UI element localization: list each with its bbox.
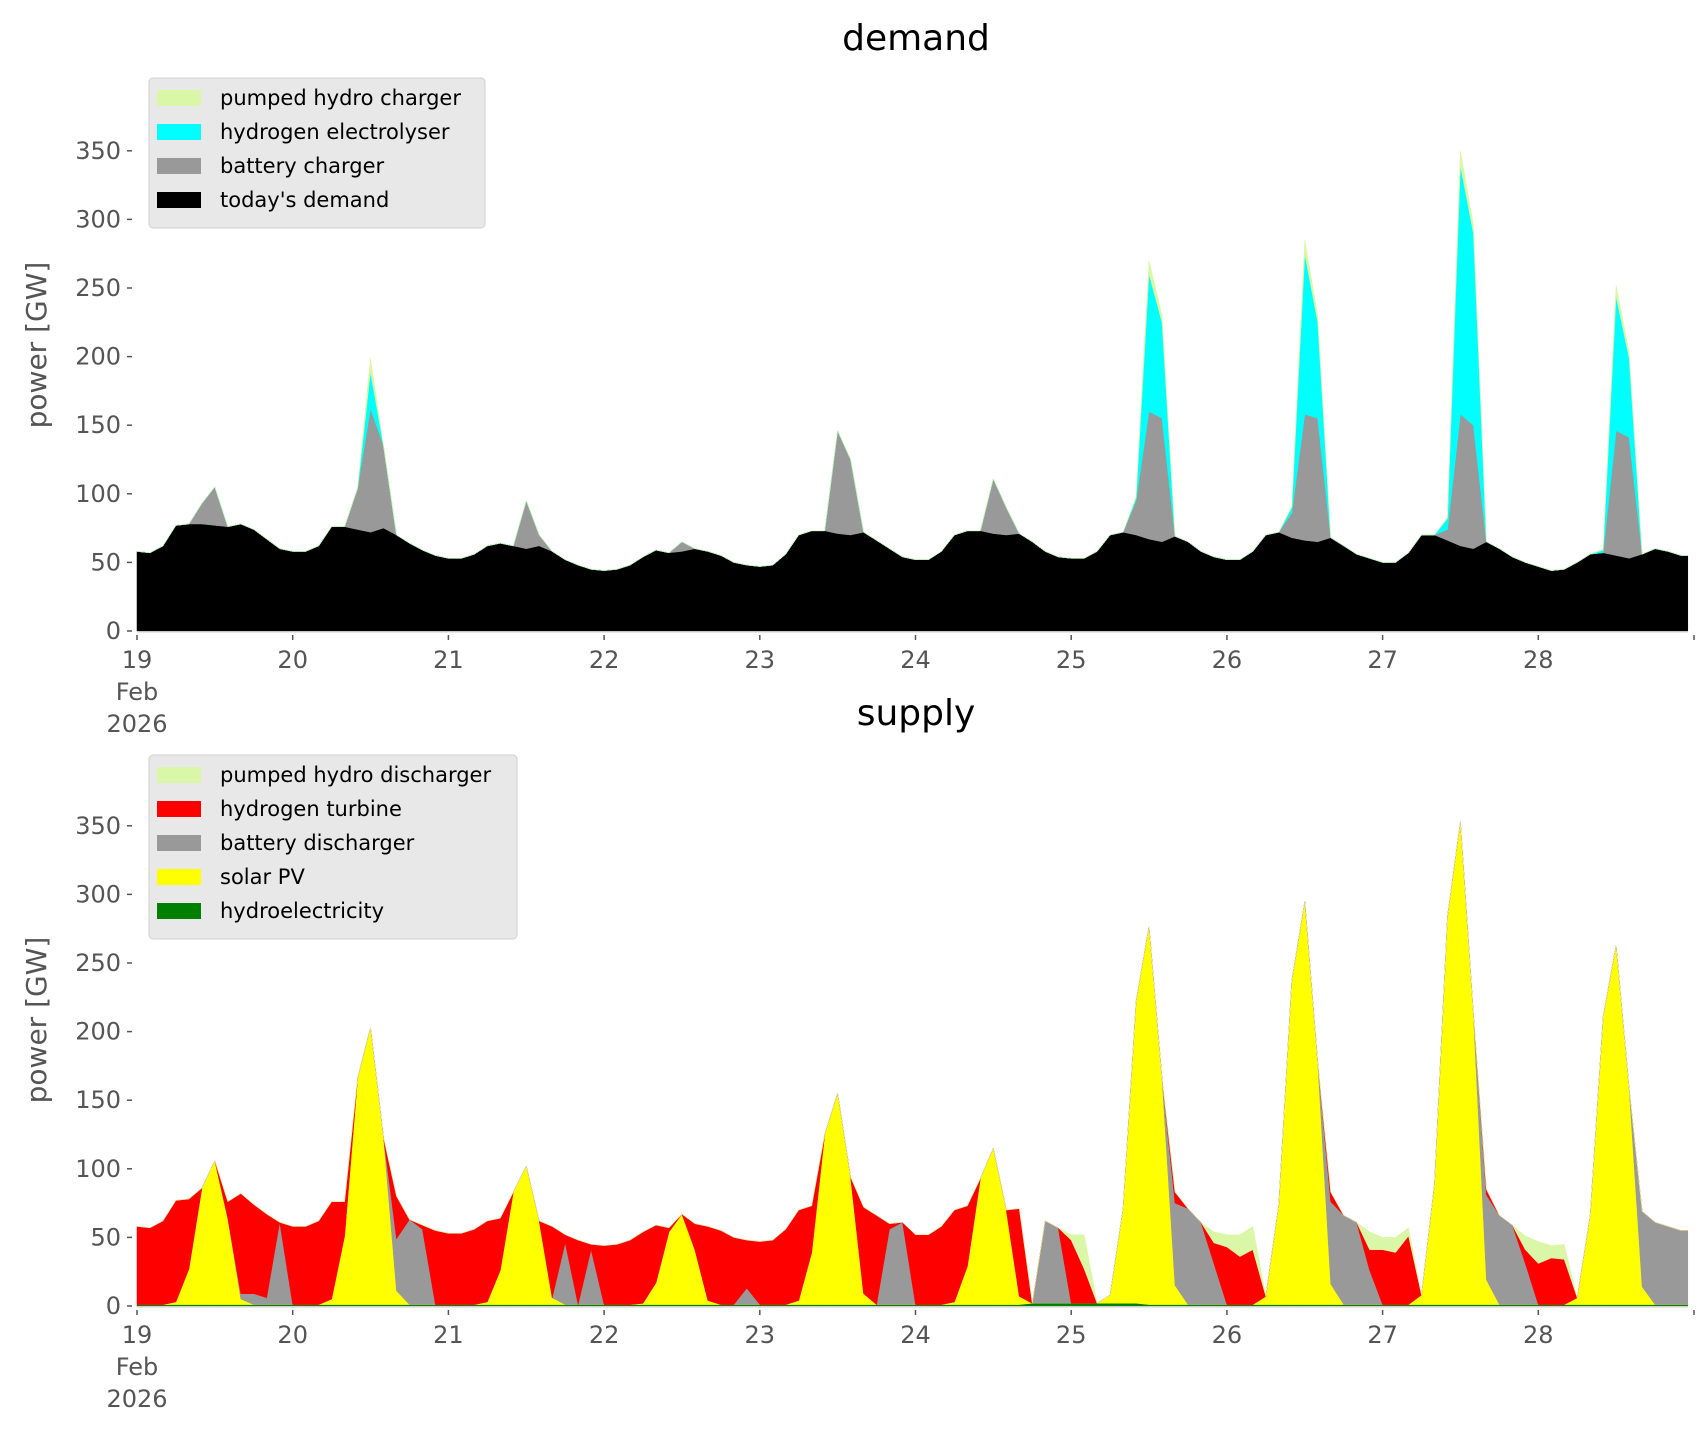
demand-areas — [136, 150, 1689, 632]
x-tick-label: 25 — [1056, 646, 1087, 674]
y-tick-label: 350 — [75, 812, 121, 840]
x-tick-label: 28 — [1523, 1321, 1554, 1349]
legend-swatch — [157, 869, 201, 885]
x-tick-label: Feb — [116, 1353, 159, 1381]
supply-x-axis: 19 Feb 2026 20 21 22 23 24 25 26 27 28 — [106, 1306, 1695, 1413]
x-tick-label: 19 — [122, 646, 153, 674]
y-tick-label: 350 — [75, 137, 121, 165]
demand-y-axis: 0 50 100 150 200 250 300 350 — [75, 137, 132, 645]
x-tick-label: 25 — [1056, 1321, 1087, 1349]
legend-label: hydroelectricity — [220, 899, 384, 923]
x-tick-label: 21 — [433, 646, 464, 674]
supply-title: supply — [857, 693, 976, 734]
legend-swatch — [157, 903, 201, 919]
legend-box — [148, 77, 486, 229]
y-tick-label: 300 — [75, 880, 121, 908]
area-pumped-hydro-discharger — [136, 821, 1688, 1304]
x-tick-label: 28 — [1523, 646, 1554, 674]
x-tick-label: 2026 — [106, 710, 167, 738]
legend-swatch — [157, 90, 201, 106]
x-tick-label: 2026 — [106, 1385, 167, 1413]
legend-label: pumped hydro charger — [220, 86, 461, 110]
legend-label: battery discharger — [220, 831, 415, 855]
legend-swatch — [157, 158, 201, 174]
y-tick-label: 150 — [75, 1086, 121, 1114]
demand-x-axis: 19 Feb 2026 20 21 22 23 24 25 26 27 28 — [106, 631, 1695, 738]
x-tick-label: 26 — [1212, 1321, 1243, 1349]
supply-y-axis-label: power [GW] — [20, 937, 53, 1104]
x-tick-label: 19 — [122, 1321, 153, 1349]
supply-y-axis: 0 50 100 150 200 250 300 350 — [75, 812, 132, 1320]
y-tick-label: 150 — [75, 411, 121, 439]
supply-legend: pumped hydro discharger hydrogen turbine b… — [148, 754, 518, 940]
x-tick-label: 24 — [900, 646, 931, 674]
y-tick-label: 100 — [75, 480, 121, 508]
legend-swatch — [157, 124, 201, 140]
demand-y-axis-label: power [GW] — [20, 262, 53, 429]
y-tick-label: 0 — [106, 617, 121, 645]
y-tick-label: 250 — [75, 274, 121, 302]
legend-swatch — [157, 767, 201, 783]
x-tick-label: 22 — [589, 646, 620, 674]
y-tick-label: 50 — [90, 1223, 121, 1251]
legend-label: solar PV — [220, 865, 305, 889]
legend-box — [148, 754, 518, 940]
x-tick-label: 24 — [900, 1321, 931, 1349]
legend-label: pumped hydro discharger — [220, 763, 491, 787]
x-tick-label: 27 — [1367, 646, 1398, 674]
demand-legend: pumped hydro charger hydrogen electrolyse… — [148, 77, 486, 229]
x-tick-label: 27 — [1367, 1321, 1398, 1349]
supply-areas — [136, 821, 1689, 1307]
y-tick-label: 250 — [75, 949, 121, 977]
y-tick-label: 100 — [75, 1155, 121, 1183]
legend-label: hydrogen turbine — [220, 797, 402, 821]
area-pumped-hydro-charger — [136, 150, 1688, 571]
legend-swatch — [157, 192, 201, 208]
y-tick-label: 0 — [106, 1292, 121, 1320]
x-tick-label: 23 — [745, 1321, 776, 1349]
y-tick-label: 50 — [90, 548, 121, 576]
legend-swatch — [157, 835, 201, 851]
x-tick-label: 20 — [277, 646, 308, 674]
x-tick-label: Feb — [116, 678, 159, 706]
x-tick-label: 26 — [1212, 646, 1243, 674]
legend-label: battery charger — [220, 154, 385, 178]
legend-label: today's demand — [220, 188, 389, 212]
legend-swatch — [157, 801, 201, 817]
x-tick-label: 21 — [433, 1321, 464, 1349]
legend-label: hydrogen electrolyser — [220, 120, 450, 144]
x-tick-label: 23 — [745, 646, 776, 674]
y-tick-label: 200 — [75, 1018, 121, 1046]
x-tick-label: 20 — [277, 1321, 308, 1349]
y-tick-label: 200 — [75, 343, 121, 371]
demand-title: demand — [842, 18, 990, 59]
x-tick-label: 22 — [589, 1321, 620, 1349]
y-tick-label: 300 — [75, 205, 121, 233]
